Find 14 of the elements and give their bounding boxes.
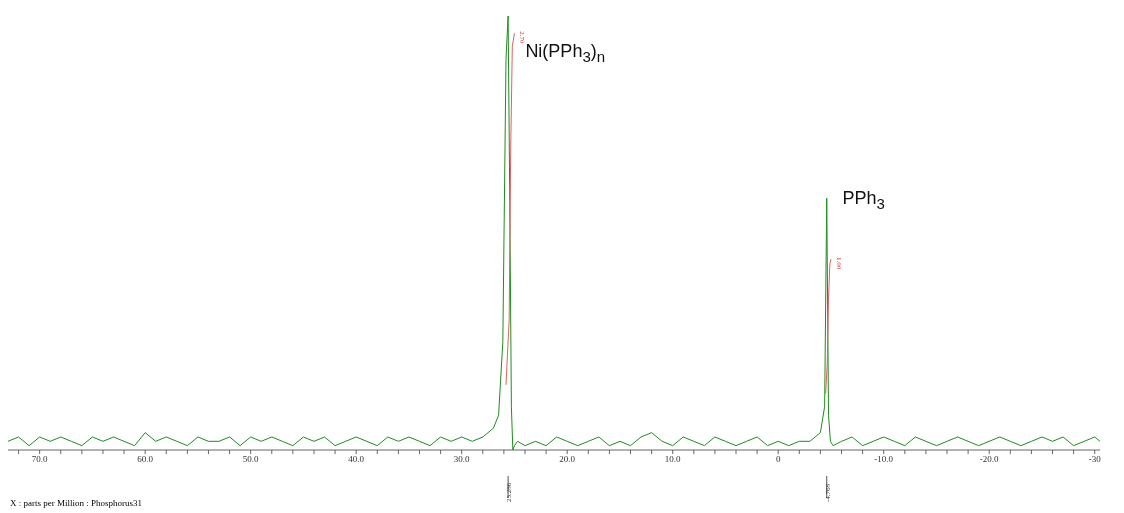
x-tick-label: 0 (775, 454, 781, 465)
x-tick-label: 20.0 (559, 454, 576, 465)
x-tick-label: 10.0 (664, 454, 682, 465)
x-tick-label: -30 (1088, 454, 1102, 465)
x-tick-label: 60.0 (137, 454, 154, 465)
x-axis-title: X : parts per Million : Phosphorus31 (10, 498, 142, 508)
x-tick-label: -20.0 (979, 454, 1000, 465)
x-tick-label: 40.0 (348, 454, 365, 465)
x-tick-label: 30.0 (453, 454, 471, 465)
annotation: Ni(PPh$_{3}$)$_{n}$ (525, 39, 607, 67)
x-tick-label: -10.0 (874, 454, 894, 465)
x-tick-label: 50.0 (242, 454, 260, 465)
annotation: PPh$_{3}$ (842, 187, 886, 214)
x-tick-label: 70.0 (31, 454, 49, 465)
